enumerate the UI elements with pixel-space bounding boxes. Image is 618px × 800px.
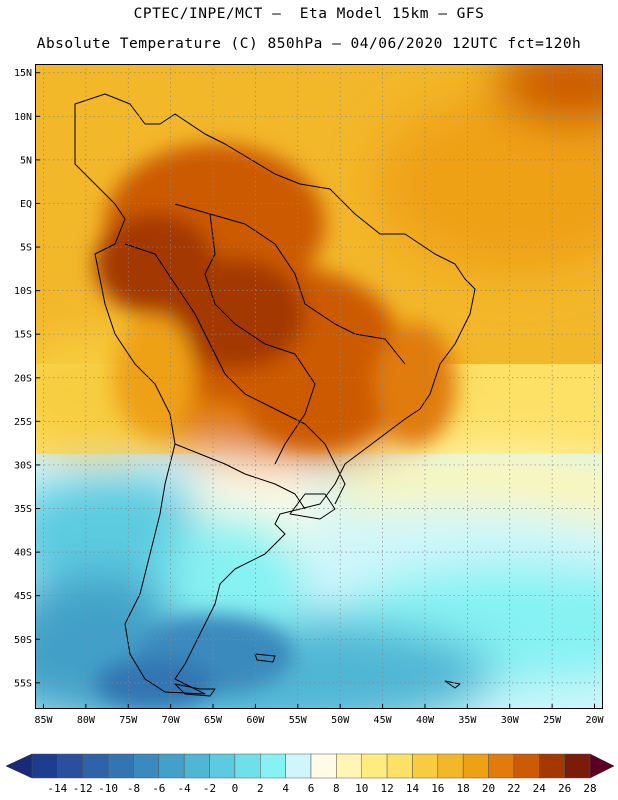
- lat-label: 15N: [14, 68, 32, 79]
- lon-label: 45W: [374, 715, 393, 726]
- lat-label: 10N: [14, 112, 32, 123]
- lon-label: 40W: [416, 715, 435, 726]
- colorbar-swatch: [386, 753, 413, 779]
- temperature-map: [35, 64, 603, 709]
- colorbar-swatch: [539, 753, 565, 779]
- lon-label: 60W: [246, 715, 265, 726]
- lat-label: 45S: [14, 591, 32, 602]
- colorbar-label: 18: [457, 782, 470, 795]
- colorbar-label: 10: [355, 782, 368, 795]
- colorbar-swatch: [82, 753, 109, 779]
- lon-label: 70W: [162, 715, 181, 726]
- colorbar-label: 6: [308, 782, 315, 795]
- colorbar-label: 8: [333, 782, 340, 795]
- lat-label: 25S: [14, 417, 32, 428]
- colorbar-swatch: [285, 753, 312, 779]
- colorbar-swatch: [336, 753, 362, 779]
- colorbar-label: 0: [232, 782, 239, 795]
- colorbar-label: -8: [127, 782, 140, 795]
- lon-label: 55W: [289, 715, 308, 726]
- lat-label: 35S: [14, 504, 32, 515]
- colorbar-low-arrow: [5, 753, 33, 779]
- colorbar-swatch: [234, 753, 261, 779]
- colorbar-label: -6: [152, 782, 165, 795]
- colorbar: -14 -12 -10 -8 -6 -4 -2 0 2 4 6 8 10 12 14 16 18 20 22 24 26…: [5, 753, 615, 795]
- temperature-field: [35, 64, 603, 709]
- lon-label: 80W: [77, 715, 96, 726]
- colorbar-label: 12: [380, 782, 393, 795]
- colorbar-label: 22: [507, 782, 520, 795]
- lat-label: 55S: [14, 678, 32, 689]
- colorbar-swatch: [310, 753, 337, 779]
- lat-label: 10S: [14, 286, 32, 297]
- colorbar-label: 14: [406, 782, 420, 795]
- colorbar-label: 24: [533, 782, 547, 795]
- colorbar-swatch: [361, 753, 388, 779]
- lat-label: 5S: [20, 243, 32, 254]
- colorbar-swatch: [158, 753, 185, 779]
- lon-label: 35W: [458, 715, 477, 726]
- lon-label: 75W: [119, 715, 138, 726]
- lat-label: 40S: [14, 548, 32, 559]
- map-frame: [35, 64, 603, 709]
- chart-title-line1: CPTEC/INPE/MCT – Eta Model 15km – GFS: [133, 6, 485, 22]
- graticule: [35, 64, 603, 709]
- colorbar-swatch: [564, 753, 591, 779]
- colorbar-label: -2: [203, 782, 216, 795]
- lat-label: 15S: [14, 330, 32, 341]
- colorbar-swatch: [437, 753, 464, 779]
- lat-label: 5N: [20, 155, 32, 166]
- colorbar-label: 20: [482, 782, 495, 795]
- colorbar-swatch: [209, 753, 236, 779]
- colorbar-swatch: [412, 753, 439, 779]
- lon-label: 50W: [331, 715, 350, 726]
- colorbar-label: -14: [47, 782, 67, 795]
- colorbar-label: 2: [257, 782, 264, 795]
- lon-label: 85W: [34, 715, 53, 726]
- colorbar-swatch: [133, 753, 160, 779]
- colorbar-swatch: [183, 753, 210, 779]
- colorbar-label: 26: [558, 782, 571, 795]
- colorbar-swatch: [260, 753, 286, 779]
- chart-title-line2: Absolute Temperature (C) 850hPa – 04/06/…: [36, 36, 582, 52]
- colorbar-label: -12: [73, 782, 93, 795]
- lat-label: 30S: [14, 460, 32, 471]
- coastline: [74, 93, 476, 697]
- colorbar-swatch: [31, 753, 58, 779]
- colorbar-swatch: [107, 753, 134, 779]
- lat-label: 20S: [14, 373, 32, 384]
- lat-label: EQ: [20, 199, 32, 210]
- colorbar-label: 28: [583, 782, 596, 795]
- colorbar-label: 4: [282, 782, 289, 795]
- colorbar-high-arrow: [589, 753, 615, 779]
- colorbar-label: 16: [431, 782, 444, 795]
- lon-label: 65W: [204, 715, 223, 726]
- colorbar-swatch: [488, 753, 515, 779]
- lon-label: 20W: [585, 715, 604, 726]
- lat-label: 50S: [14, 635, 32, 646]
- colorbar-swatch: [513, 753, 540, 779]
- colorbar-label: -10: [98, 782, 118, 795]
- lon-label: 30W: [501, 715, 520, 726]
- map-canvas: [35, 64, 603, 709]
- lon-label: 25W: [543, 715, 562, 726]
- colorbar-swatch: [57, 753, 83, 779]
- colorbar-swatch: [462, 753, 489, 779]
- colorbar-label: -4: [178, 782, 192, 795]
